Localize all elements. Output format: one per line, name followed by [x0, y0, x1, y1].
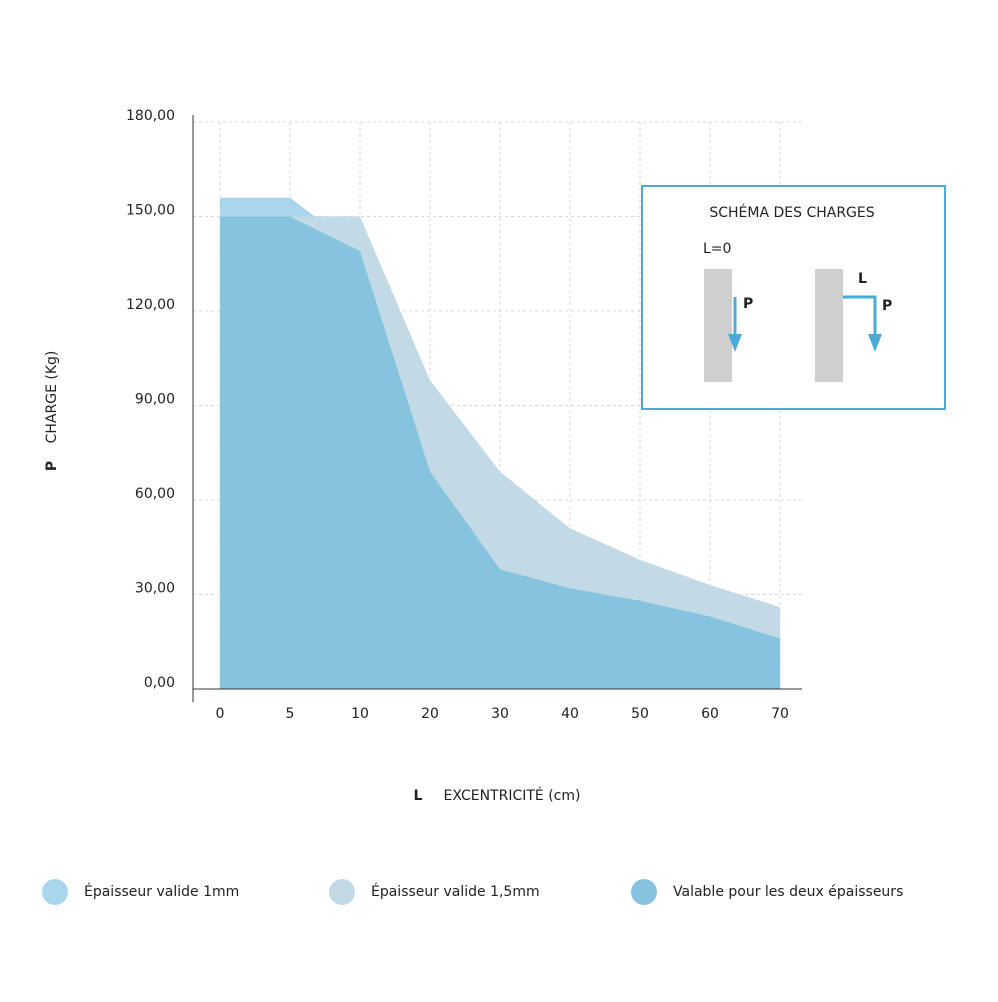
schema-box: [641, 185, 946, 410]
wall: [704, 269, 732, 382]
arrow-head: [728, 334, 742, 352]
x-tick-label: 70: [771, 706, 789, 722]
legend-label: Épaisseur valide 1mm: [84, 883, 239, 900]
legend-label: Épaisseur valide 1,5mm: [371, 883, 540, 900]
y-label-symbol: P: [44, 461, 60, 471]
x-tick-label: 50: [631, 706, 649, 722]
x-tick-label: 60: [701, 706, 719, 722]
x-tick-label: 20: [421, 706, 439, 722]
wall: [815, 269, 843, 382]
y-tick-label: 90,00: [135, 392, 175, 408]
arrow: [843, 295, 877, 338]
schema-force: P: [743, 296, 753, 312]
schema-force: P: [882, 298, 892, 314]
arrow-head: [868, 334, 882, 352]
x-tick-label: 0: [216, 706, 225, 722]
y-tick-label: 60,00: [135, 486, 175, 502]
x-tick-label: 30: [491, 706, 509, 722]
x-label: EXCENTRICITÉ (cm): [444, 787, 581, 804]
legend-label: Valable pour les deux épaisseurs: [673, 884, 903, 900]
area: [220, 216, 780, 689]
legend-swatch: [42, 879, 68, 905]
schema: SCHÉMA DES CHARGES L=0 P L P: [641, 185, 946, 410]
legend-swatch: [329, 879, 355, 905]
y-tick-label: 0,00: [144, 675, 175, 691]
schema-label: L=0: [703, 241, 731, 257]
x-tick-label: 10: [351, 706, 369, 722]
schema-title: SCHÉMA DES CHARGES: [709, 204, 874, 221]
x-tick-label: 40: [561, 706, 579, 722]
x-label-symbol: L: [414, 788, 423, 804]
y-tick-label: 180,00: [126, 108, 175, 124]
y-label: CHARGE (Kg): [44, 351, 60, 444]
y-tick-label: 30,00: [135, 581, 175, 597]
y-tick-label: 120,00: [126, 297, 175, 313]
schema-label: L: [858, 271, 867, 287]
x-tick-label: 5: [286, 706, 295, 722]
legend-swatch: [631, 879, 657, 905]
y-tick-label: 150,00: [126, 203, 175, 219]
